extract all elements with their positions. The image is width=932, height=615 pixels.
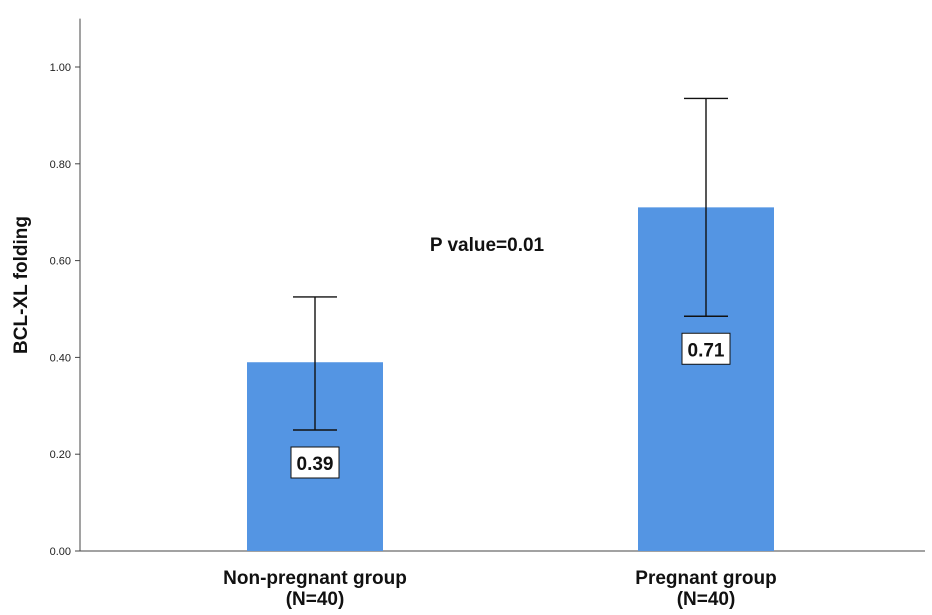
data-label-box <box>681 332 731 365</box>
y-tick-label: 1.00 <box>50 62 71 74</box>
y-tick-label: 0.60 <box>50 256 71 268</box>
category-label-line1: Non-pregnant group <box>223 568 407 589</box>
data-label: 0.71 <box>688 340 725 361</box>
axes <box>79 18 925 552</box>
p-value-annotation: P value=0.01 <box>430 235 545 256</box>
y-tick-label: 0.40 <box>50 352 71 364</box>
category-label-line2: (N=40) <box>286 589 345 610</box>
data-label-box <box>290 446 340 479</box>
category-labels: Non-pregnant group(N=40)Pregnant group(N… <box>223 568 777 610</box>
y-axis-label: BCL-XL folding <box>11 216 32 354</box>
y-ticks: 0.00 0.20 0.40 0.60 0.80 1.00 <box>50 62 80 558</box>
data-label: 0.39 <box>297 454 334 475</box>
data-labels: 0.39 0.71 <box>290 332 731 479</box>
bars <box>247 207 774 552</box>
y-tick-label: 0.80 <box>50 159 71 171</box>
category-label-line2: (N=40) <box>677 589 736 610</box>
category-label-line1: Pregnant group <box>635 568 776 589</box>
y-tick-label: 0.00 <box>50 546 71 558</box>
y-tick-label: 0.20 <box>50 449 71 461</box>
error-bars <box>293 97 728 431</box>
